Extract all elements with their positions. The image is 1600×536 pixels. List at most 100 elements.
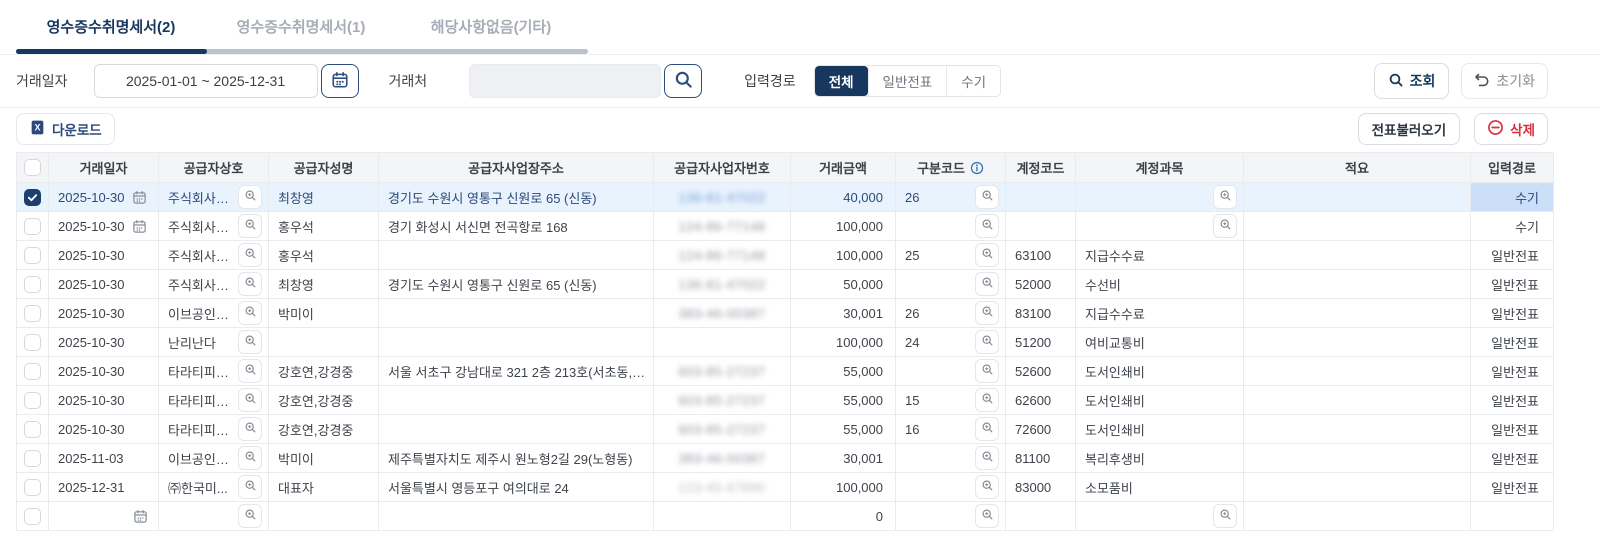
supplier-lookup-button[interactable]: [238, 359, 262, 383]
zoom-icon: [244, 508, 257, 524]
zoom-icon: [981, 450, 994, 466]
supplier-lookup-button[interactable]: [238, 417, 262, 441]
row-checkbox[interactable]: [24, 246, 41, 264]
table-row[interactable]: 2025-10-30 주식회사성... 홍우석 124-86-77148 100,000…: [16, 240, 1554, 270]
tab-not-applicable[interactable]: 해당사항없음(기타): [396, 10, 586, 49]
table-row[interactable]: 2025-10-30 주식회사성... 홍우석 경기 화성시 서신면 전곡항로 168…: [16, 211, 1554, 241]
col-header-account-name: 계정과목: [1075, 152, 1244, 183]
supplier-lookup-button[interactable]: [238, 214, 262, 238]
type-code-lookup-button[interactable]: [975, 214, 999, 238]
cell-business-number: 124-86-77148: [678, 218, 766, 234]
row-checkbox[interactable]: [24, 333, 41, 351]
supplier-lookup-button[interactable]: [238, 475, 262, 499]
type-code-lookup-button[interactable]: [975, 243, 999, 267]
row-checkbox[interactable]: [24, 507, 41, 525]
supplier-lookup-button[interactable]: [238, 272, 262, 296]
account-lookup-button[interactable]: [1213, 504, 1237, 528]
row-checkbox[interactable]: [24, 478, 41, 496]
zoom-icon: [244, 189, 257, 205]
calendar-icon[interactable]: [132, 190, 147, 205]
table-row[interactable]: 2025-10-30 주식회사유... 최창영 경기도 수원시 영통구 신원로 65 …: [16, 269, 1554, 299]
tab-receipt-statement-1[interactable]: 영수증수취명세서(1): [206, 10, 396, 49]
zoom-icon: [244, 276, 257, 292]
table-row[interactable]: 2025-10-30 타라티피에... 강호연,강경중 서울 서초구 강남대로 321…: [16, 356, 1554, 386]
reset-button[interactable]: 초기화: [1461, 63, 1548, 99]
info-icon[interactable]: [970, 161, 984, 175]
cell-business-number: 383-46-00387: [678, 305, 766, 321]
cell-date: 2025-10-30: [58, 305, 125, 321]
table-row[interactable]: 2025-10-30 타라티피에... 강호연,강경중 603-85-27237 55,…: [16, 385, 1554, 415]
supplier-lookup-button[interactable]: [238, 301, 262, 325]
cell-account-name: 지급수수료: [1085, 248, 1145, 264]
table-row[interactable]: 2025-10-30 이브공인중... 박미이 383-46-00387 30,001 2…: [16, 298, 1554, 328]
cell-amount: 30,001: [790, 298, 896, 328]
supplier-lookup-button[interactable]: [238, 446, 262, 470]
col-header-account-code: 계정코드: [1005, 152, 1076, 183]
delete-button[interactable]: 삭제: [1474, 112, 1548, 145]
supplier-lookup-button[interactable]: [238, 243, 262, 267]
col-header-business-number: 공급자사업자번호: [653, 152, 791, 183]
type-code-lookup-button[interactable]: [975, 446, 999, 470]
supplier-lookup-button[interactable]: [238, 388, 262, 412]
table-row[interactable]: 2025-12-31 ㈜한국미... 대표자 서울특별시 영등포구 여의대로 24 12…: [16, 472, 1554, 502]
segment-manual[interactable]: 수기: [946, 66, 1001, 96]
vendor-input[interactable]: [469, 64, 662, 98]
svg-text:X: X: [34, 122, 40, 132]
calendar-icon: [331, 71, 349, 92]
search-icon: [1388, 72, 1404, 91]
type-code-lookup-button[interactable]: [975, 185, 999, 209]
account-lookup-button[interactable]: [1213, 185, 1237, 209]
tab-receipt-statement-2[interactable]: 영수증수취명세서(2): [16, 10, 206, 49]
cell-type-code: 26: [905, 305, 920, 321]
type-code-lookup-button[interactable]: [975, 330, 999, 354]
row-checkbox[interactable]: [24, 420, 41, 438]
load-slips-button[interactable]: 전표불러오기: [1357, 112, 1461, 145]
zoom-icon: [244, 247, 257, 263]
cell-account-code: 83100: [1015, 305, 1052, 321]
row-checkbox[interactable]: [24, 449, 41, 467]
vendor-search-button[interactable]: [664, 64, 703, 98]
row-checkbox[interactable]: [24, 275, 41, 293]
date-range-input[interactable]: 2025-01-01 ~ 2025-12-31: [93, 64, 318, 98]
segment-general-slip[interactable]: 일반전표: [867, 66, 947, 96]
row-checkbox[interactable]: [24, 304, 41, 322]
type-code-lookup-button[interactable]: [975, 417, 999, 441]
cell-supplier-name: 박미이: [278, 451, 314, 467]
table-row[interactable]: 2025-10-30 난리난다 100,000 24 51200 여비교통비 일반전표: [16, 327, 1554, 357]
zoom-icon: [244, 218, 257, 234]
type-code-lookup-button[interactable]: [975, 301, 999, 325]
type-code-lookup-button[interactable]: [975, 388, 999, 412]
account-lookup-button[interactable]: [1213, 214, 1237, 238]
table-row[interactable]: 2025-10-30 주식회사유... 최창영 경기도 수원시 영통구 신원로 65 …: [16, 182, 1554, 212]
supplier-lookup-button[interactable]: [238, 185, 262, 209]
cell-account-name: 지급수수료: [1085, 306, 1145, 322]
type-code-lookup-button[interactable]: [975, 272, 999, 296]
segment-all[interactable]: 전체: [814, 66, 868, 96]
row-checkbox[interactable]: [24, 217, 41, 235]
query-button[interactable]: 조회: [1373, 63, 1450, 99]
zoom-icon: [244, 450, 257, 466]
calendar-button[interactable]: [320, 64, 359, 98]
table-row[interactable]: 0: [16, 501, 1554, 531]
cell-supplier-name: 최창영: [278, 277, 314, 293]
row-checkbox[interactable]: [24, 362, 41, 380]
zoom-icon: [244, 421, 257, 437]
cell-business-number: 383-46-00387: [678, 450, 766, 466]
type-code-lookup-button[interactable]: [975, 359, 999, 383]
zoom-icon: [981, 218, 994, 234]
download-button[interactable]: X 다운로드: [16, 112, 115, 145]
cell-input-path: 일반전표: [1470, 385, 1554, 415]
table-row[interactable]: 2025-11-03 이브공인중... 박미이 제주특별자치도 제주시 원노형2길 2…: [16, 443, 1554, 473]
supplier-lookup-button[interactable]: [238, 330, 262, 354]
table-row[interactable]: 2025-10-30 타라티피에... 강호연,강경중 603-85-27237 55,…: [16, 414, 1554, 444]
row-checkbox[interactable]: [24, 188, 41, 206]
row-checkbox[interactable]: [24, 391, 41, 409]
calendar-icon[interactable]: [133, 509, 148, 524]
calendar-icon[interactable]: [132, 219, 147, 234]
supplier-lookup-button[interactable]: [238, 504, 262, 528]
select-all-checkbox[interactable]: [24, 159, 41, 176]
cell-supplier-name: 홍우석: [278, 219, 314, 235]
cell-supplier: 타라티피에...: [168, 422, 238, 438]
type-code-lookup-button[interactable]: [975, 504, 999, 528]
type-code-lookup-button[interactable]: [975, 475, 999, 499]
